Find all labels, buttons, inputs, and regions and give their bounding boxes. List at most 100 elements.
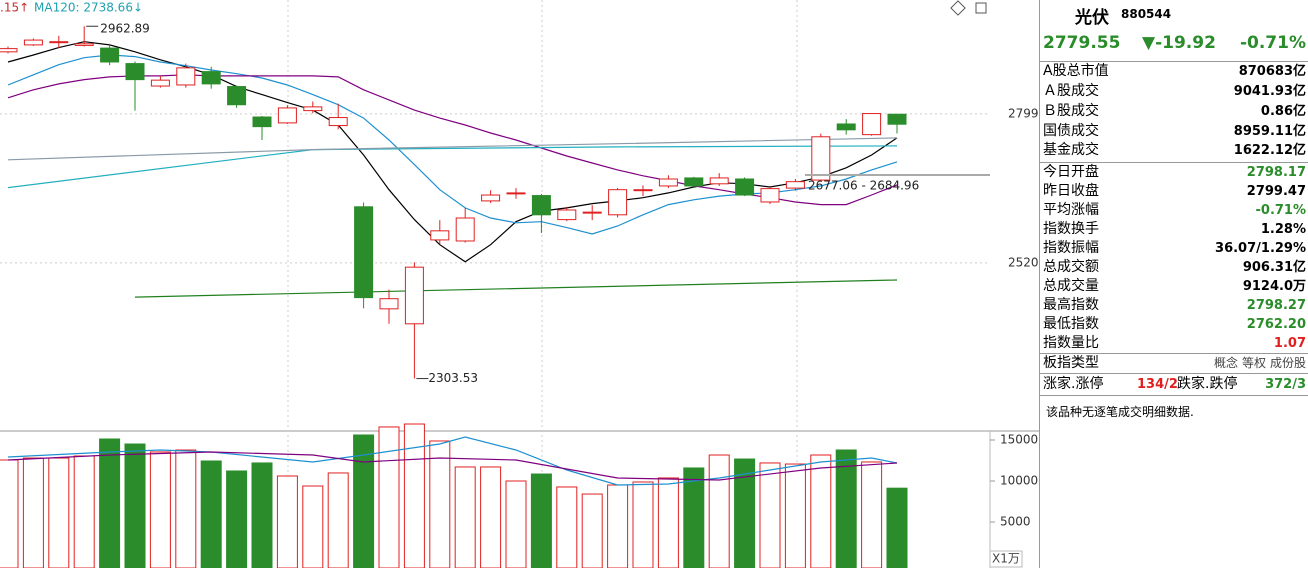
- info-row: 基金成交 1622.12亿: [1043, 141, 1306, 160]
- candle-body: [430, 230, 450, 241]
- info-row: Ａ股成交 9041.93亿: [1043, 82, 1306, 101]
- candle-body: [557, 209, 577, 221]
- separator: [1040, 162, 1308, 163]
- line-series: [7, 145, 898, 189]
- change-pct: -0.71%: [1239, 33, 1306, 53]
- info-row: 平均涨幅 -0.71%: [1043, 201, 1306, 220]
- candle-body: [404, 266, 424, 325]
- volume-bar: [200, 460, 222, 568]
- info-label: 总成交量: [1043, 278, 1099, 294]
- candle-body: [328, 117, 348, 127]
- separator: [1040, 395, 1308, 396]
- candle-body: [582, 211, 602, 214]
- info-label: 板指类型: [1043, 355, 1099, 371]
- type-buttons: 概念 等权 成份股: [1210, 354, 1306, 373]
- info-value: 2798.27: [1246, 298, 1306, 313]
- candle-body: [201, 71, 221, 85]
- candle-body: [836, 123, 856, 131]
- info-label: 总成交额: [1043, 259, 1099, 275]
- candle-body: [150, 79, 170, 87]
- ma-legend: MA120: 2738.66↓: [34, 1, 143, 15]
- info-value: -0.71%: [1255, 203, 1307, 218]
- index-code: 880544: [1121, 7, 1172, 21]
- candle-body: [658, 178, 678, 187]
- candle-body: [709, 177, 729, 185]
- volume-bar: [22, 457, 44, 568]
- info-value: 2798.17: [1246, 165, 1306, 180]
- volume-bar: [175, 449, 197, 568]
- info-row: 今日开盘 2798.17: [1043, 163, 1306, 182]
- info-row: Ｂ股成交 0.86亿: [1043, 102, 1306, 121]
- unit-box: [989, 550, 1023, 568]
- candle-body: [531, 195, 551, 216]
- candle-body: [303, 106, 323, 112]
- volume-bar: [886, 487, 908, 568]
- type-button[interactable]: 成份股: [1269, 356, 1306, 370]
- volume-bar: [632, 481, 654, 568]
- candle-body: [506, 192, 526, 195]
- candle-body: [100, 47, 120, 63]
- info-value: 1.28%: [1260, 222, 1306, 237]
- candle-body: [0, 48, 18, 53]
- info-label: 最低指数: [1043, 316, 1099, 332]
- separator: [1040, 353, 1308, 354]
- info-label: 最高指数: [1043, 297, 1099, 313]
- type-button[interactable]: 等权: [1241, 356, 1266, 370]
- candle-body: [23, 39, 43, 46]
- info-row: 总成交额 906.31亿: [1043, 258, 1306, 277]
- volume-bar: [708, 454, 730, 568]
- info-panel: 光伏 880544 2779.55 ▼-19.92 -0.71% A股总市值 870683亿…: [1040, 0, 1308, 568]
- info-value: 8959.11亿: [1233, 124, 1306, 139]
- candle-body: [811, 136, 831, 181]
- volume-bar: [861, 461, 883, 568]
- candle-body: [785, 181, 805, 189]
- info-value: 2799.47: [1246, 184, 1306, 199]
- separator: [1040, 373, 1308, 374]
- y-tick-label: 15000: [1000, 433, 1038, 447]
- up-label: 涨家.涨停: [1043, 376, 1104, 392]
- chart: .15↑ MA120: 2738.66↓ X1万 2520 2799 5000 100…: [0, 0, 1040, 568]
- volume-bar: [607, 484, 629, 568]
- line-series: [7, 74, 898, 206]
- volume-bar: [530, 473, 552, 568]
- y-tick-label: 2799: [1008, 106, 1039, 120]
- candle-body: [887, 113, 907, 125]
- candle-body: [354, 206, 374, 299]
- volume-bar: [429, 440, 451, 568]
- annotation: 2677.06 - 2684.96: [808, 179, 919, 193]
- line-series: [7, 137, 898, 161]
- info-label: 昨日收盘: [1043, 183, 1099, 199]
- volume-bar: [0, 459, 19, 568]
- candle-body: [608, 189, 628, 216]
- volume-bar: [835, 449, 857, 568]
- volume-bar: [454, 466, 476, 568]
- info-value: 2762.20: [1246, 317, 1306, 332]
- unit-label: X1万: [992, 552, 1020, 566]
- info-row: 昨日收盘 2799.47: [1043, 182, 1306, 201]
- up-value: 134/2: [1137, 377, 1178, 392]
- volume-bar: [556, 486, 578, 568]
- volume-bar: [276, 475, 298, 568]
- volume-bar: [302, 485, 324, 568]
- candle-body: [252, 116, 272, 128]
- info-row: 指数振幅 36.07/1.29%: [1043, 239, 1306, 258]
- volume-bar: [99, 438, 121, 568]
- info-row: 指数换手 1.28%: [1043, 220, 1306, 239]
- line-series: [7, 54, 898, 235]
- volume-bar: [784, 463, 806, 568]
- volume-bar: [810, 454, 832, 568]
- info-label: Ｂ股成交: [1043, 103, 1099, 119]
- volume-bar: [403, 423, 425, 568]
- info-value: 9124.0万: [1242, 279, 1306, 294]
- tool-icon[interactable]: [975, 2, 987, 14]
- tool-icon[interactable]: [950, 0, 966, 16]
- info-label: 指数换手: [1043, 221, 1099, 237]
- info-row: A股总市值 870683亿: [1043, 62, 1306, 81]
- candle-body: [379, 298, 399, 310]
- candle-body: [125, 63, 145, 81]
- type-button[interactable]: 概念: [1213, 356, 1238, 370]
- y-tick-label: 5000: [1000, 515, 1031, 529]
- line-series: [7, 436, 898, 486]
- candle-body: [455, 217, 475, 242]
- volume-bar: [505, 480, 527, 568]
